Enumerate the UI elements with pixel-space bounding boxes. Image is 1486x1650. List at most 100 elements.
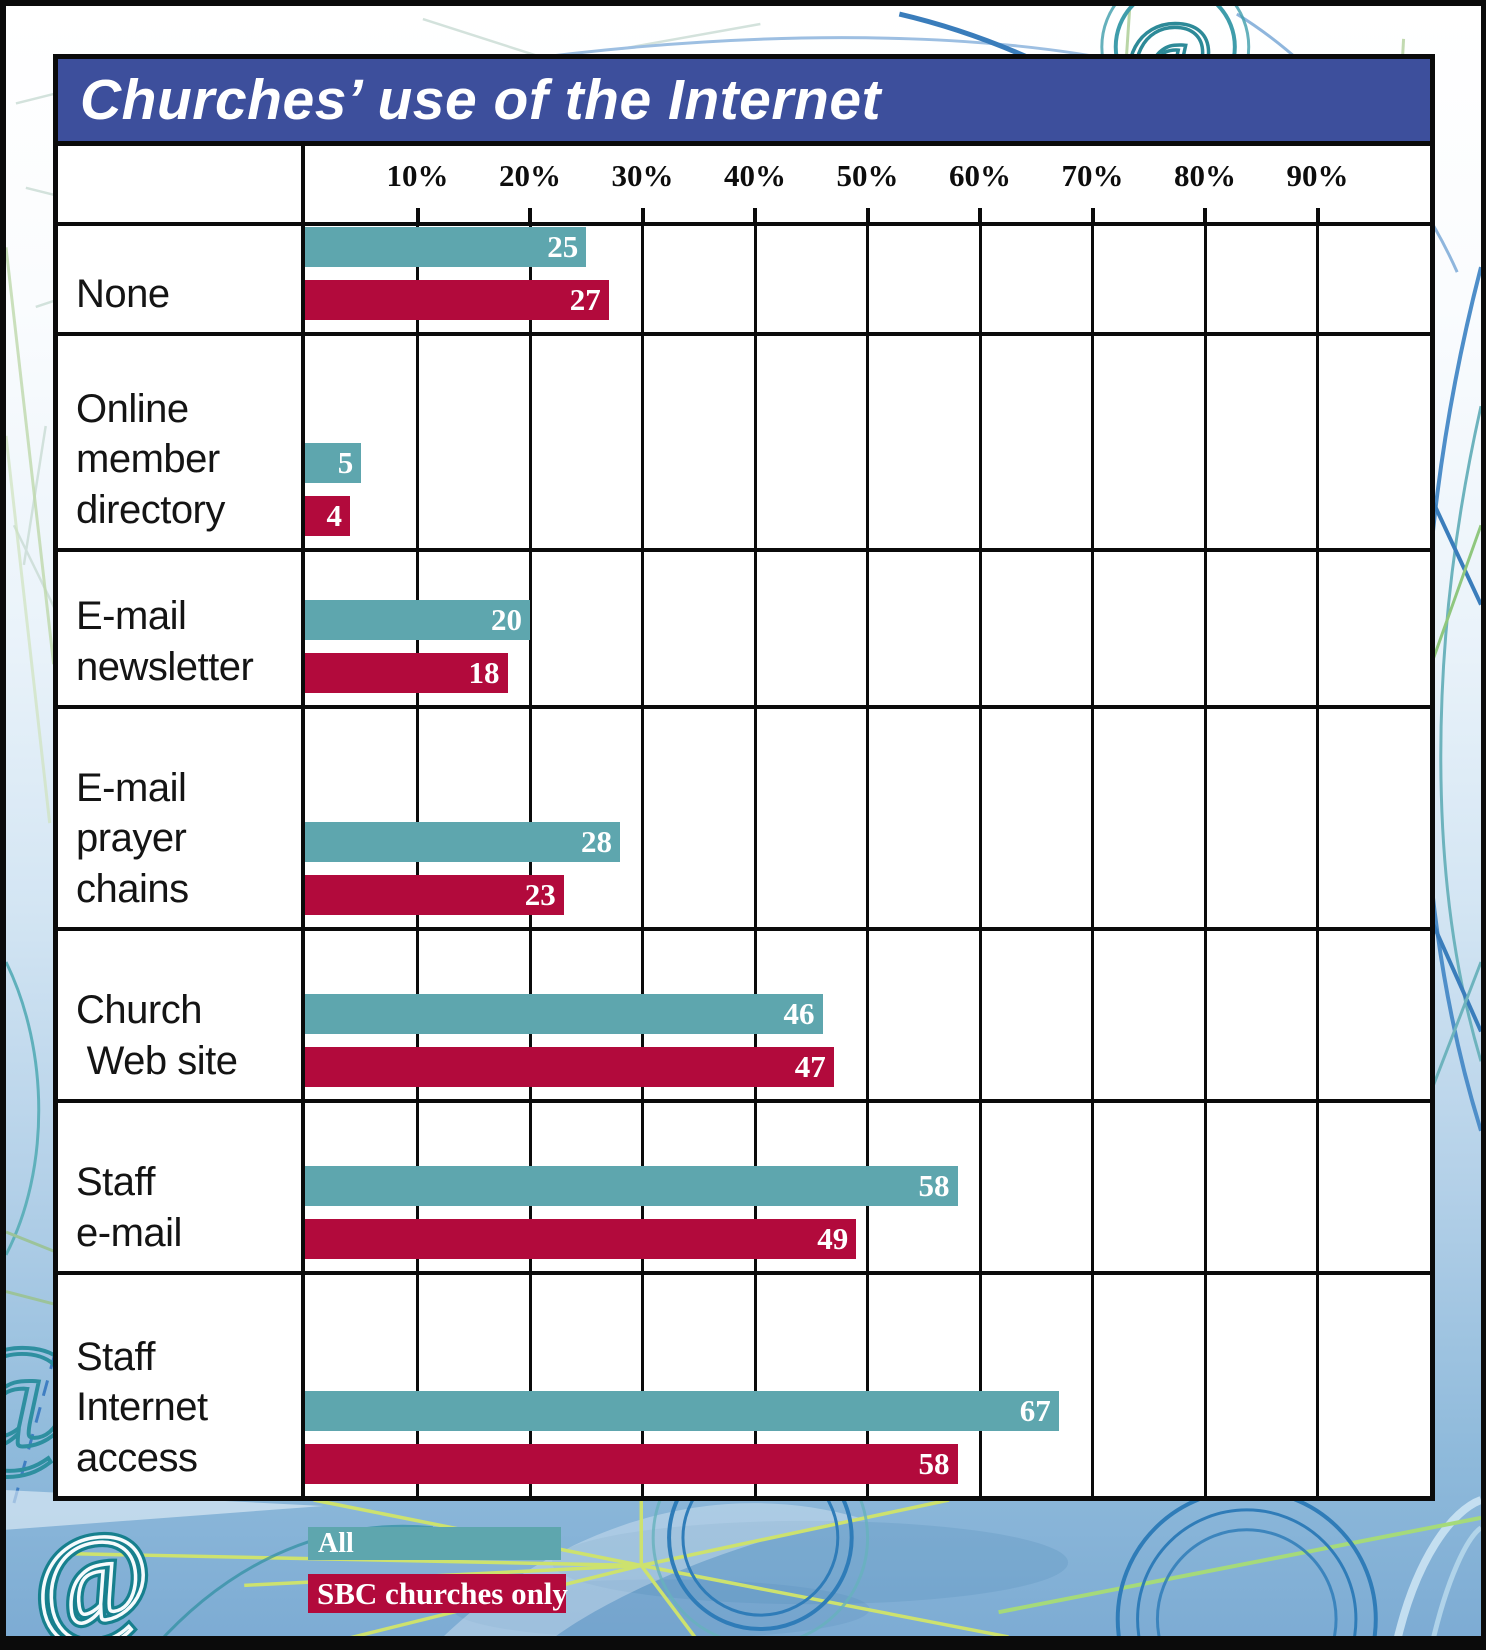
gridline (866, 709, 869, 927)
bar-value-label: 58 (918, 1168, 950, 1203)
gridline (1203, 709, 1207, 927)
legend-label-sbc: SBC churches only (317, 1575, 568, 1611)
bar-sbc: 49 (305, 1219, 857, 1259)
axis-header-row: 10% 20% 30% 40% 50% 60% 70% 80% 90% (58, 146, 1430, 225)
gridline (1203, 1275, 1207, 1496)
bar-value-label: 23 (524, 877, 556, 912)
axis-tick-mark (1203, 208, 1207, 225)
category-label: Staff e-mail (58, 1103, 305, 1271)
svg-text:@: @ (24, 1504, 159, 1650)
bar-value-label: 4 (326, 498, 343, 533)
bars-group: 20 18 (305, 600, 1430, 693)
gridline (641, 552, 644, 705)
gridline (1316, 1103, 1319, 1271)
legend: All SBC churches only (308, 1527, 568, 1613)
bar-all: 58 (305, 1166, 958, 1206)
gridline (528, 226, 532, 332)
gridline (1203, 931, 1207, 1099)
gridline (528, 1275, 532, 1496)
gridline (1203, 552, 1207, 705)
gridline (866, 931, 869, 1099)
legend-item-sbc: SBC churches only (308, 1574, 568, 1613)
gridline (1316, 1275, 1319, 1496)
bar-sbc: 4 (305, 496, 350, 536)
green-diagonal-line (998, 1515, 1481, 1615)
bar-all: 46 (305, 994, 823, 1034)
axis-tick-label: 40% (724, 158, 786, 193)
axis-tick-mark (528, 208, 532, 225)
x-axis: 10% 20% 30% 40% 50% 60% 70% 80% 90% (305, 146, 1430, 225)
category-label: Church Web site (58, 931, 305, 1099)
bar-value-label: 28 (581, 824, 612, 859)
gridline (1316, 709, 1319, 927)
category-label: Staff Internet access (58, 1275, 305, 1496)
gridline (1091, 709, 1094, 927)
bar-all: 5 (305, 443, 362, 483)
gridline (1091, 931, 1094, 1099)
gridline (978, 226, 982, 332)
bar-sbc: 58 (305, 1444, 958, 1484)
plot-cell: 67 58 (305, 1275, 1430, 1496)
plot-cell: 46 47 (305, 931, 1430, 1099)
axis-tick-label: 10% (386, 158, 449, 193)
gridline (978, 931, 982, 1099)
axis-tick-mark (865, 208, 870, 225)
category-row: Online member directory 5 4 (58, 332, 1430, 548)
category-label: None (58, 226, 305, 332)
bar-value-label: 67 (1019, 1393, 1051, 1428)
bars-group: 28 23 (305, 822, 1430, 915)
gridline (753, 1275, 757, 1496)
bars-group: 46 47 (305, 994, 1430, 1087)
axis-tick-label: 90% (1286, 158, 1349, 193)
gridline (1091, 336, 1094, 548)
category-row: Staff Internet access 67 58 (58, 1271, 1430, 1496)
axis-tick-label: 60% (949, 158, 1011, 193)
gridline (866, 226, 869, 332)
network-lines-right (1391, 266, 1481, 1648)
gridline (1316, 226, 1319, 332)
gridline (1316, 931, 1319, 1099)
axis-tick-label: 80% (1174, 158, 1236, 193)
plot-cell: 28 23 (305, 709, 1430, 927)
title-banner: Churches’ use of the Internet (58, 59, 1430, 146)
bar-value-label: 58 (918, 1446, 950, 1481)
bar-all: 25 (305, 227, 587, 267)
category-row: E-mail prayer chains 28 23 (58, 705, 1430, 927)
axis-tick-mark (978, 208, 982, 225)
chart-body: None 25 27 Online member directory 5 4 E-mail … (58, 222, 1430, 1496)
gridline (416, 226, 419, 332)
bar-value-label: 49 (817, 1221, 849, 1256)
gridline (416, 709, 419, 927)
bar-all: 20 (305, 600, 530, 640)
chart-title: Churches’ use of the Internet (80, 68, 882, 132)
bar-value-label: 18 (468, 655, 500, 690)
corner-cell (58, 146, 305, 222)
legend-label-all: All (318, 1527, 354, 1559)
gridline (978, 709, 982, 927)
axis-tick-label: 20% (499, 158, 561, 193)
gridline (528, 336, 532, 548)
bar-sbc: 23 (305, 875, 564, 915)
gridline (753, 552, 757, 705)
gridline (1091, 1103, 1094, 1271)
axis-tick-mark (1315, 208, 1320, 225)
bar-all: 28 (305, 822, 620, 862)
gridline (1203, 336, 1207, 548)
gridline (978, 552, 982, 705)
category-row: None 25 27 (58, 222, 1430, 332)
axis-tick-mark (415, 208, 420, 225)
gridline (1203, 1103, 1207, 1271)
gridline (641, 709, 644, 927)
chart-frame: Churches’ use of the Internet 10% 20% 30% 4… (53, 54, 1435, 1501)
gridline (1091, 1275, 1094, 1496)
bars-group: 67 58 (305, 1391, 1430, 1484)
category-label: E-mail newsletter (58, 552, 305, 705)
axis-tick-label: 50% (836, 158, 899, 193)
category-label: E-mail prayer chains (58, 709, 305, 927)
gridline (1091, 552, 1094, 705)
gridline (528, 709, 532, 927)
category-row: Church Web site 46 47 (58, 927, 1430, 1099)
category-label: Online member directory (58, 336, 305, 548)
